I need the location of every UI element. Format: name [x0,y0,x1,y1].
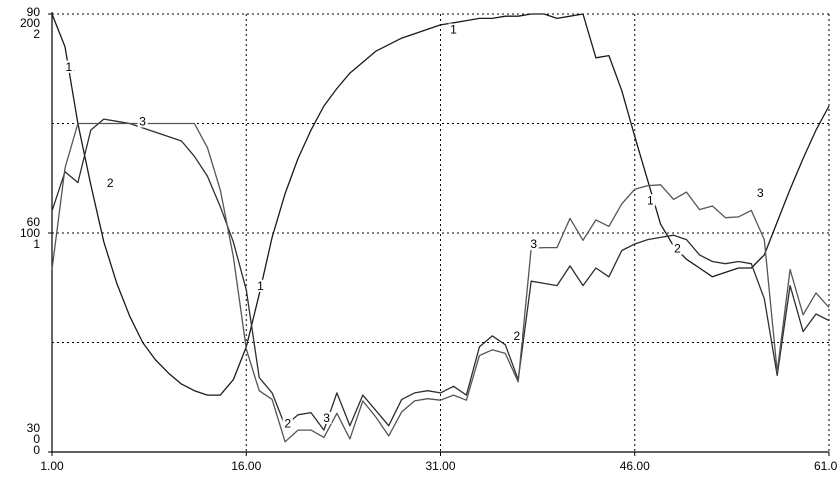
y-tick-label: 2 [33,27,40,41]
y-tick-label: 100 [20,226,40,240]
series-label-2: 2 [674,242,681,256]
x-tick-label: 16.00 [231,459,261,473]
gridlines [52,13,830,452]
series-label-bg [63,60,74,73]
series-label-bg [511,330,522,343]
series-label-2: 2 [284,417,291,431]
series-label-bg [105,176,116,189]
x-tick-label: 1.00 [40,459,64,473]
x-tick-label: 31.00 [425,459,455,473]
series-label-bg [672,242,683,255]
series-label-2: 2 [107,176,114,190]
x-tick-label: 61.00 [814,459,837,473]
series-label-3: 3 [139,115,146,129]
y-tick-label: 1 [33,237,40,251]
series-label-bg [528,238,539,251]
series-label-1: 1 [647,193,654,207]
series-label-bg [321,411,332,424]
y-tick-label: 0 [33,443,40,457]
axes [48,12,830,456]
y-tick-label: 30 [27,421,41,435]
series-labels: 1111122223333 [63,23,766,431]
y-tick-label: 60 [27,215,41,229]
series-label-3: 3 [323,411,330,425]
series-label-3: 3 [530,237,537,251]
y-tick-label: 90 [27,5,41,19]
series-label-bg [137,115,148,128]
series-label-3: 3 [757,186,764,200]
y-tick-label: 0 [33,432,40,446]
series-line-2 [51,118,830,431]
series-label-bg [448,23,459,36]
series-label-2: 2 [514,329,521,343]
series-label-1: 1 [65,60,72,74]
series-label-bg [255,279,266,292]
y-tick-label: 200 [20,16,40,30]
x-tick-label: 46.00 [620,459,650,473]
series-label-1: 1 [450,23,457,37]
series-line-3 [51,122,830,443]
series-label-bg [645,194,656,207]
series-label-bg [755,187,766,200]
series-label-bg [282,417,293,430]
series-label-1: 1 [257,279,264,293]
series-line-1 [51,13,830,396]
series-lines [51,13,830,443]
